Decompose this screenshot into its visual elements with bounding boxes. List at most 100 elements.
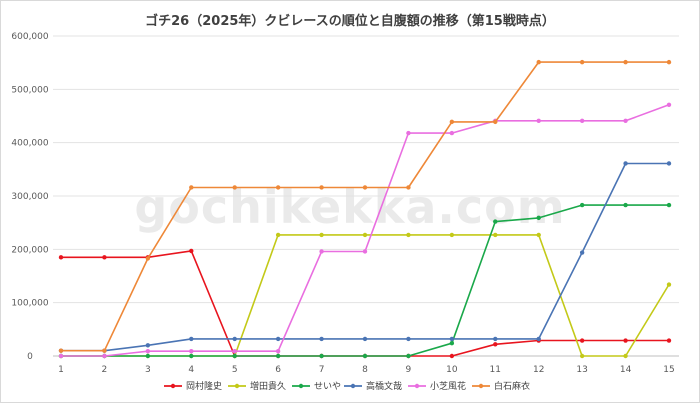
data-point bbox=[102, 255, 107, 260]
data-point bbox=[449, 336, 455, 342]
data-point bbox=[536, 232, 541, 238]
data-point bbox=[536, 215, 541, 221]
x-tick-label: 10 bbox=[446, 365, 458, 375]
data-point bbox=[189, 353, 194, 359]
x-tick-label: 9 bbox=[406, 365, 412, 375]
legend-label: 岡村隆史 bbox=[186, 380, 222, 392]
legend-label: 小芝風花 bbox=[430, 380, 466, 392]
data-point bbox=[666, 102, 672, 108]
x-tick-label: 3 bbox=[145, 365, 151, 375]
data-point bbox=[493, 336, 498, 342]
legend-label: 増田貴久 bbox=[250, 380, 286, 392]
data-point bbox=[362, 185, 368, 190]
data-point bbox=[362, 232, 368, 238]
legend-item: 小芝風花 bbox=[408, 380, 466, 392]
data-point bbox=[493, 219, 498, 224]
legend-marker bbox=[298, 383, 304, 389]
x-tick-label: 7 bbox=[319, 365, 325, 375]
legend: 岡村隆史 増田貴久 せいや 高橋文哉 小芝風花 白石麻衣 bbox=[164, 380, 530, 392]
x-tick-label: 15 bbox=[663, 365, 674, 375]
data-point bbox=[406, 185, 411, 190]
y-tick-label: 600,000 bbox=[11, 32, 48, 42]
data-point bbox=[362, 336, 368, 342]
x-tick-label: 12 bbox=[533, 365, 544, 375]
data-point bbox=[449, 353, 455, 359]
data-point bbox=[189, 248, 194, 254]
data-point bbox=[493, 232, 498, 238]
data-point bbox=[406, 336, 411, 342]
x-axis-ticks: 1 2 3 4 5 6 7 8 9 10 11 12 13 14 15 bbox=[58, 365, 675, 375]
data-point bbox=[232, 349, 237, 354]
data-point bbox=[536, 118, 541, 124]
series-6 bbox=[58, 59, 672, 353]
data-point bbox=[579, 338, 585, 343]
data-point bbox=[275, 185, 281, 190]
data-point bbox=[406, 232, 411, 238]
data-point bbox=[189, 349, 194, 354]
legend-label: せいや bbox=[314, 381, 341, 392]
data-point bbox=[275, 353, 281, 359]
data-point bbox=[579, 353, 585, 359]
y-tick-label: 300,000 bbox=[11, 192, 48, 202]
legend-marker bbox=[350, 383, 356, 389]
y-axis-ticks: 0 100,000 200,000 300,000 400,000 500,000 600,… bbox=[11, 32, 48, 362]
data-point bbox=[275, 349, 281, 354]
data-point bbox=[623, 338, 628, 343]
data-point bbox=[623, 161, 628, 166]
data-point bbox=[623, 59, 628, 65]
data-point bbox=[579, 202, 585, 208]
watermark: gochikekka.com bbox=[134, 180, 566, 234]
legend-label: 白石麻衣 bbox=[494, 380, 530, 392]
data-point bbox=[232, 353, 237, 359]
data-point bbox=[449, 119, 455, 125]
data-point bbox=[232, 185, 237, 190]
data-point bbox=[319, 336, 324, 342]
data-point bbox=[189, 336, 194, 342]
data-point bbox=[362, 249, 368, 254]
y-tick-label: 100,000 bbox=[11, 299, 48, 309]
data-point bbox=[666, 338, 672, 343]
data-point bbox=[449, 341, 455, 346]
x-tick-label: 11 bbox=[490, 365, 501, 375]
data-point bbox=[102, 353, 107, 359]
data-point bbox=[406, 353, 411, 359]
data-point bbox=[319, 353, 324, 359]
data-point bbox=[232, 336, 237, 342]
series-lines bbox=[58, 59, 672, 359]
data-point bbox=[666, 202, 672, 208]
legend-marker bbox=[478, 383, 484, 389]
data-point bbox=[189, 185, 194, 190]
data-point bbox=[58, 255, 64, 260]
data-point bbox=[623, 118, 628, 124]
data-point bbox=[666, 161, 672, 166]
legend-item: 増田貴久 bbox=[228, 380, 286, 392]
data-point bbox=[58, 348, 64, 353]
series-line bbox=[61, 204, 669, 357]
x-tick-label: 14 bbox=[620, 365, 632, 375]
data-point bbox=[406, 130, 411, 136]
legend-item: 高橋文哉 bbox=[344, 380, 402, 392]
series-5 bbox=[58, 102, 672, 359]
data-point bbox=[536, 336, 541, 342]
data-point bbox=[666, 59, 672, 65]
data-point bbox=[145, 353, 151, 359]
data-point bbox=[536, 59, 541, 65]
data-point bbox=[275, 336, 281, 342]
x-tick-label: 6 bbox=[275, 365, 281, 375]
data-point bbox=[493, 342, 498, 347]
data-point bbox=[493, 119, 498, 125]
data-point bbox=[145, 349, 151, 354]
data-point bbox=[275, 232, 281, 238]
y-tick-label: 0 bbox=[27, 352, 33, 362]
legend-marker bbox=[170, 383, 176, 389]
data-point bbox=[666, 282, 672, 287]
data-point bbox=[449, 232, 455, 238]
data-point bbox=[623, 202, 628, 208]
data-point bbox=[145, 343, 151, 348]
y-tick-label: 400,000 bbox=[11, 139, 48, 149]
y-tick-label: 500,000 bbox=[11, 85, 48, 95]
x-tick-label: 4 bbox=[188, 365, 194, 375]
data-point bbox=[579, 118, 585, 124]
data-point bbox=[623, 353, 628, 359]
